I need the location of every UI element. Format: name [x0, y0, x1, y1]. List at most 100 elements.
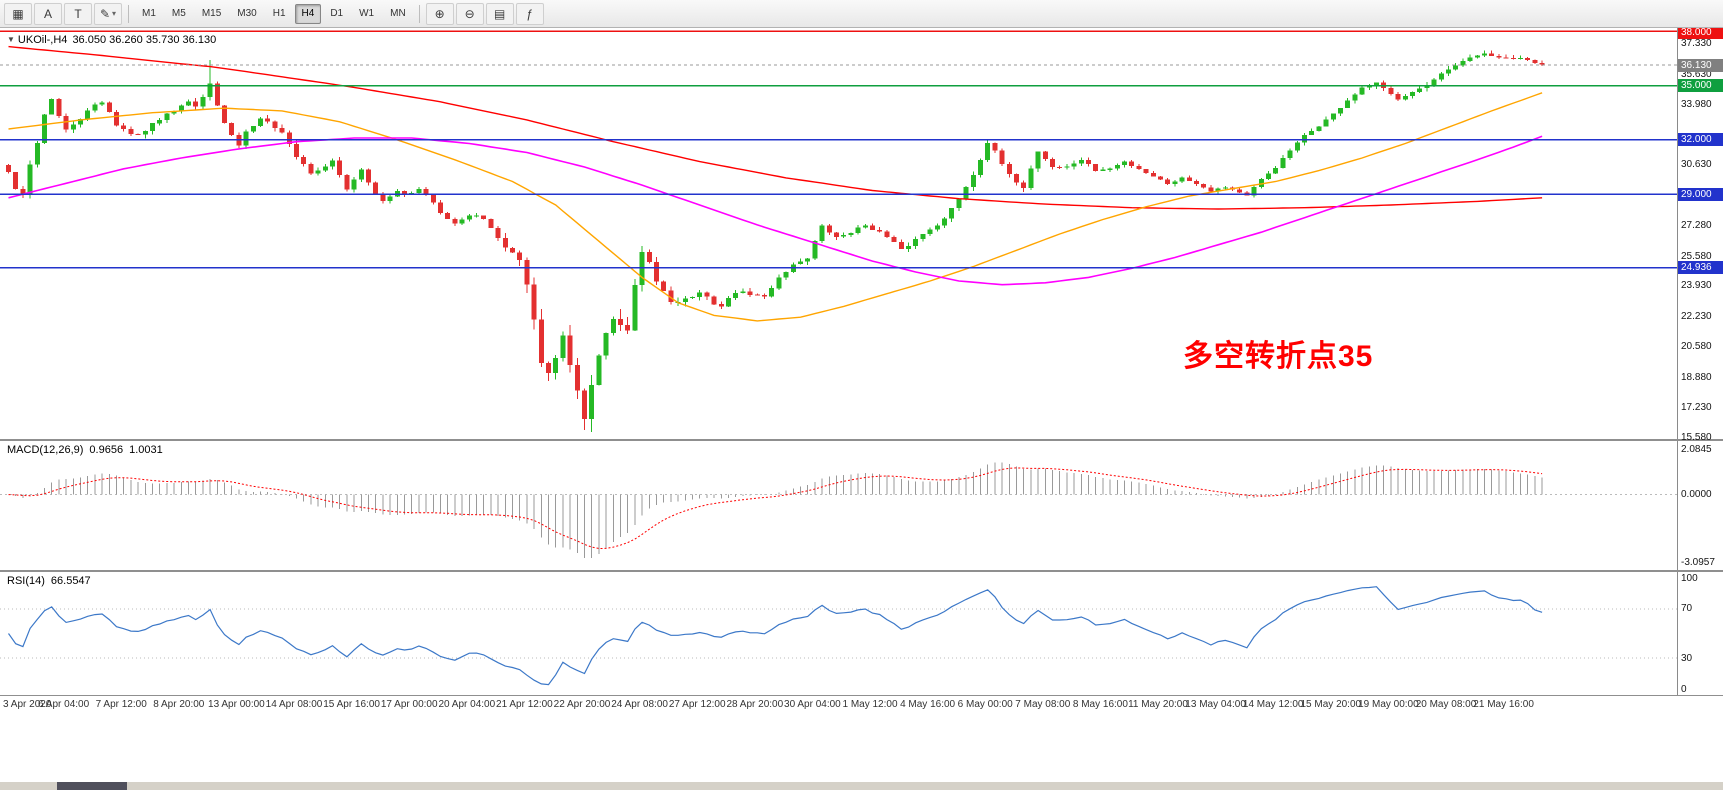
rsi-tick: 70 [1681, 603, 1693, 615]
rsi-tick: 30 [1681, 652, 1693, 664]
time-label: 19 May 00:00 [1358, 699, 1419, 710]
chevron-down-icon: ▾ [112, 9, 117, 18]
timeframe-M1[interactable]: M1 [142, 8, 156, 19]
time-label: 20 Apr 04:00 [438, 699, 496, 710]
horizontal-level-lines[interactable] [0, 30, 1677, 269]
draw-tool-button[interactable]: ✎ ▾ [94, 2, 122, 25]
panel-divider[interactable] [0, 439, 1723, 441]
tile-windows-icon: ▤ [494, 6, 506, 21]
candlestick-series [6, 50, 1545, 433]
chart-bottom-frame [0, 695, 1723, 696]
time-label: 13 May 04:00 [1185, 699, 1246, 710]
macd-histogram [15, 462, 1543, 558]
timeframe-M30[interactable]: M30 [237, 8, 257, 19]
time-label: 8 May 16:00 [1072, 699, 1128, 710]
rsi-tick: 100 [1681, 573, 1698, 584]
time-label: 20 May 08:00 [1415, 699, 1477, 710]
symbol-period: UKOil-,H4 [17, 34, 68, 46]
slow-ma-magenta [8, 135, 1543, 286]
cursor-tool-button[interactable]: A [34, 2, 62, 25]
time-label: 6 May 00:00 [957, 699, 1013, 710]
price-tick: 17.230 [1681, 401, 1712, 413]
time-label: 3 Apr 2020 [3, 699, 52, 710]
rsi-tick: 0 [1681, 684, 1687, 695]
rsi-line [8, 586, 1543, 686]
timeframe-W1[interactable]: W1 [359, 8, 375, 19]
time-label: 14 May 12:00 [1242, 699, 1304, 710]
price-tick: 33.980 [1681, 98, 1712, 110]
timeframe-M5[interactable]: M5 [171, 8, 186, 19]
toolbar-separator [128, 4, 129, 23]
time-label: 30 Apr 04:00 [784, 699, 841, 710]
timeframe-H4[interactable]: H4 [294, 3, 322, 24]
price-tick: 18.880 [1681, 371, 1712, 383]
time-label: 1 May 12:00 [842, 699, 898, 710]
timeframe-group: M1 M5 M15 M30 H1 H4 D1 W1 MN [134, 3, 414, 24]
time-label: 8 Apr 20:00 [153, 699, 205, 710]
price-tick: 20.580 [1681, 341, 1712, 353]
taskbar-button[interactable] [57, 782, 127, 790]
time-label: 15 Apr 16:00 [323, 699, 380, 710]
timeframe-MN[interactable]: MN [390, 8, 406, 19]
zoom-out-icon: ⊖ [464, 6, 475, 21]
tile-windows-button[interactable]: ▤ [485, 2, 514, 25]
price-axis[interactable] [1677, 28, 1723, 695]
price-tick: 23.930 [1681, 280, 1712, 292]
time-label: 7 Apr 12:00 [95, 699, 147, 710]
macd-value-2: 1.0031 [129, 444, 163, 456]
time-label: 28 Apr 20:00 [726, 699, 784, 710]
time-label: 22 Apr 20:00 [553, 699, 611, 710]
toolbar: ▦ A T ✎ ▾ M1 M5 M15 M30 H1 H4 D1 W1 MN ⊕ ⊖ ▤ ƒ [0, 0, 1723, 28]
time-label: 27 Apr 12:00 [668, 699, 726, 710]
moving-average-lines [8, 45, 1543, 322]
zoom-out-button[interactable]: ⊖ [455, 2, 484, 25]
price-level-badge[interactable]: 24.936 [1678, 261, 1723, 275]
time-label: 17 Apr 00:00 [380, 699, 438, 710]
time-label: 14 Apr 08:00 [265, 699, 323, 710]
timeframe-D1[interactable]: D1 [330, 8, 344, 19]
taskbar-strip [0, 782, 1723, 790]
macd-name: MACD(12,26,9) [7, 444, 84, 456]
price-tick: 37.330 [1681, 37, 1712, 49]
time-label: 13 Apr 00:00 [208, 699, 265, 710]
collapse-triangle-icon[interactable]: ▼ [7, 35, 15, 44]
panel-divider[interactable] [0, 570, 1723, 572]
chart-grid-icon[interactable]: ▦ [4, 2, 32, 25]
current-price-badge: 36.130 [1678, 58, 1723, 72]
text-icon: T [74, 6, 82, 21]
price-tick: 25.580 [1681, 250, 1712, 262]
zoom-in-button[interactable]: ⊕ [425, 2, 454, 25]
price-level-badge[interactable]: 38.000 [1678, 26, 1723, 39]
pencil-icon: ✎ [99, 6, 111, 21]
zoom-in-icon: ⊕ [434, 6, 445, 21]
price-level-badge[interactable]: 32.000 [1678, 133, 1723, 147]
price-tick: 27.280 [1681, 219, 1712, 231]
macd-signal-line [8, 467, 1543, 550]
price-tick: 30.630 [1681, 159, 1712, 171]
slow-ma-red [8, 45, 1543, 210]
ohlc-values: 36.050 36.260 35.730 36.130 [72, 34, 217, 46]
timeframe-M15[interactable]: M15 [201, 8, 222, 19]
macd-tick: 2.0845 [1681, 443, 1712, 455]
time-label: 6 Apr 04:00 [38, 699, 90, 710]
time-label: 15 May 20:00 [1300, 699, 1362, 710]
price-level-badge[interactable]: 29.000 [1678, 187, 1723, 201]
time-label: 7 May 08:00 [1015, 699, 1071, 710]
macd-value-1: 0.9656 [89, 444, 124, 456]
chart-annotation-text[interactable]: 多空转折点35 [1183, 340, 1374, 373]
time-label: 21 Apr 12:00 [496, 699, 553, 710]
price-level-badge[interactable]: 35.000 [1678, 79, 1723, 93]
charts-icon: ▦ [12, 6, 24, 21]
timeframe-H1[interactable]: H1 [272, 8, 286, 19]
text-tool-button[interactable]: T [64, 2, 92, 25]
cursor-icon: A [43, 6, 52, 21]
price-tick: 15.580 [1681, 431, 1712, 443]
price-tick: 22.230 [1681, 311, 1712, 323]
time-label: 21 May 16:00 [1473, 699, 1534, 710]
rsi-panel[interactable] [0, 572, 1677, 695]
indicators-button[interactable]: ƒ [515, 2, 544, 25]
price-chart-panel[interactable] [0, 28, 1677, 439]
macd-panel[interactable] [0, 441, 1677, 570]
indicators-icon: ƒ [526, 6, 534, 21]
